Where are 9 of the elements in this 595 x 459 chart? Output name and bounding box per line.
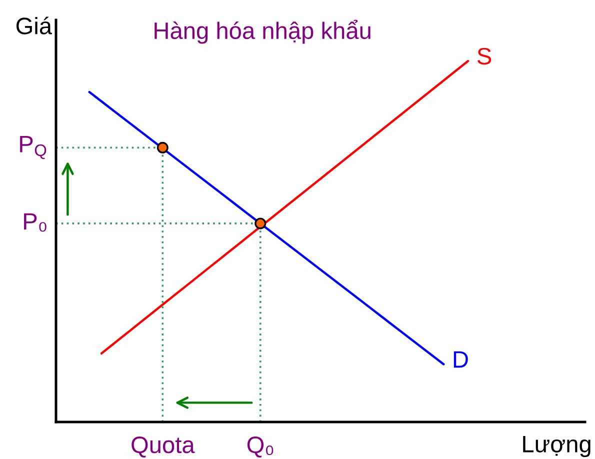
chart-title: Hàng hóa nhập khẩu: [154, 20, 370, 44]
series-label: S: [477, 48, 492, 65]
x-axis-title: Lượng: [523, 436, 590, 458]
ref-line-label: P₀: [24, 213, 46, 232]
x-tick-label: Quota: [132, 436, 195, 458]
y-axis-title: Giá: [16, 16, 52, 34]
series-label: D: [454, 351, 468, 368]
ref-line-label: P$_{Q}$: [20, 136, 46, 160]
x-tick-label: Q₀: [247, 436, 274, 458]
